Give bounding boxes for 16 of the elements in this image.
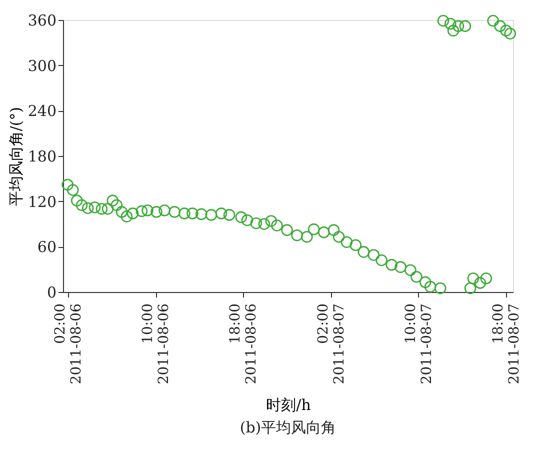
x-tick-label: 10:00 2011-08-07 (402, 304, 435, 384)
x-tick-label: 02:00 2011-08-07 (315, 304, 348, 384)
y-tick-label: 360 (28, 12, 56, 30)
x-tick-label: 10:00 2011-08-06 (140, 303, 172, 384)
x-tick-label: 18:00 2011-08-07 (490, 304, 523, 384)
y-tick-label: 60 (37, 238, 56, 256)
y-tick-label: 240 (28, 102, 56, 120)
y-axis-title: 平均风向角/(°) (6, 106, 25, 206)
y-tick-label: 120 (28, 192, 56, 211)
x-axis-title: 时刻/h (266, 396, 312, 414)
y-tick-label: 0 (46, 284, 56, 302)
y-tick-label: 180 (28, 148, 56, 166)
x-tick-label: 02:00 2011-08-06 (52, 303, 84, 384)
text: (b)平均风向角 (240, 418, 336, 437)
y-tick-label: 300 (28, 56, 56, 75)
x-tick-label: 18:00 2011-08-06 (228, 303, 260, 384)
